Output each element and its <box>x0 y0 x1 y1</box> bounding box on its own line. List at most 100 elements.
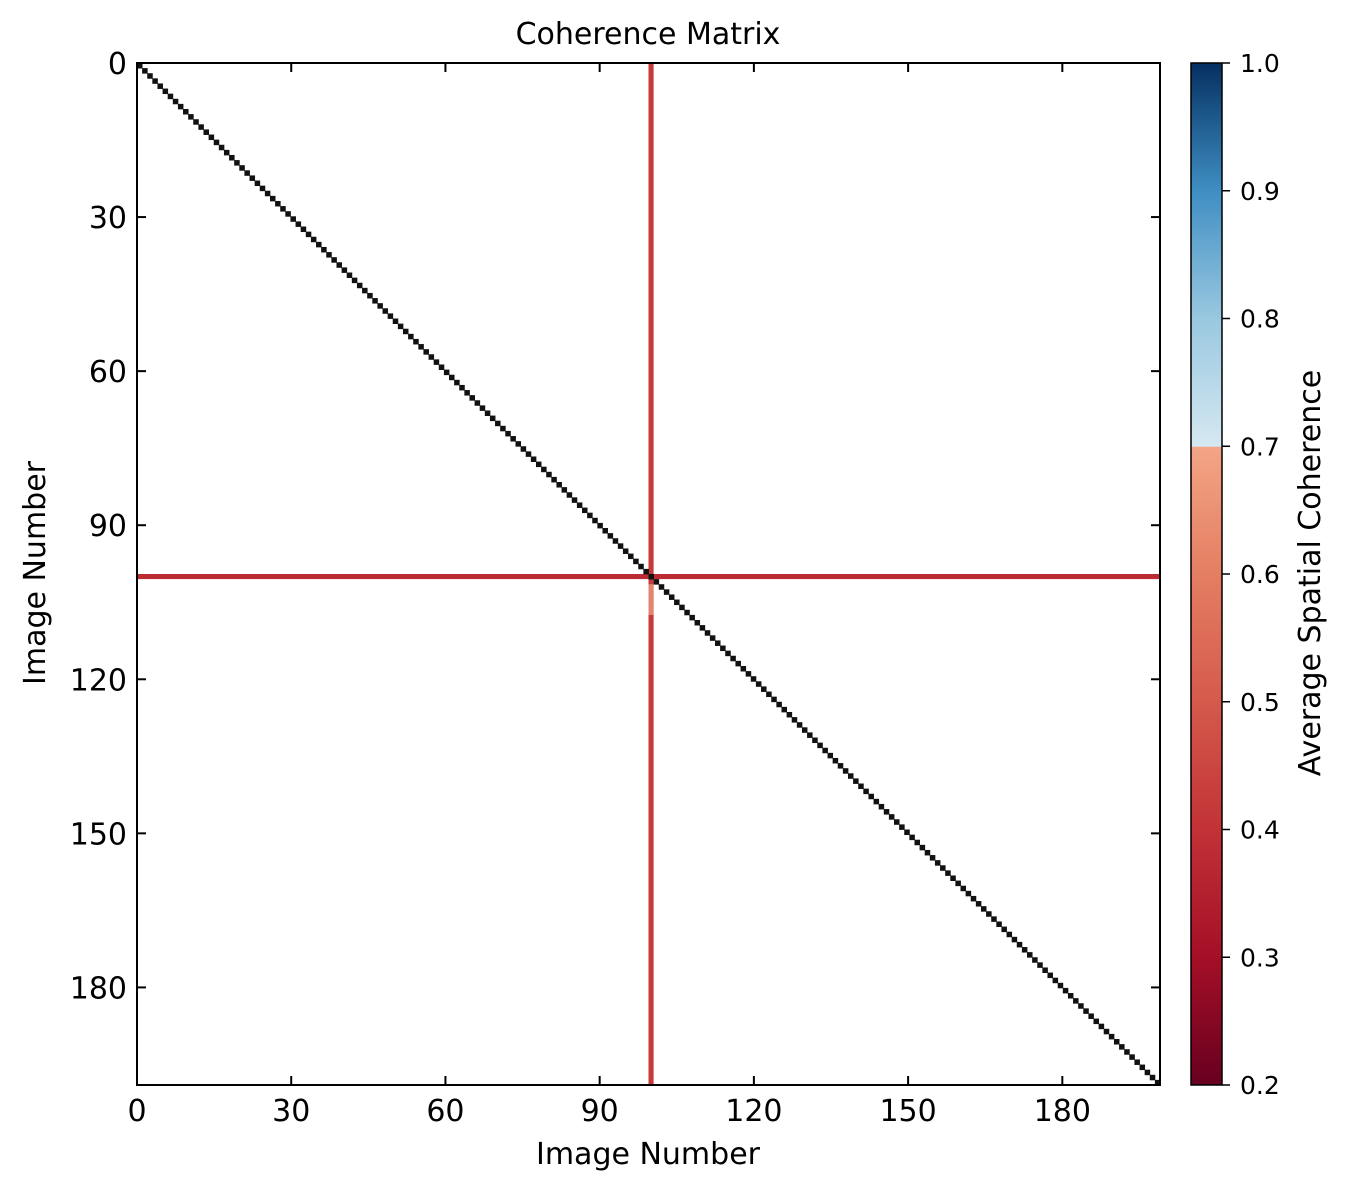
chart-title: Coherence Matrix <box>516 17 781 52</box>
diagonal-cell <box>704 630 711 636</box>
diagonal-cell <box>587 512 593 519</box>
diagonal-cell <box>1001 926 1007 933</box>
diagonal-cell <box>888 814 895 820</box>
colorbar-label: Average Spatial Coherence <box>1293 370 1328 776</box>
diagonal-cell <box>459 384 465 391</box>
diagonal-cell <box>341 267 348 273</box>
diagonal-cell <box>812 737 818 744</box>
diagonal-cell <box>1067 993 1074 999</box>
diagonal-cell <box>663 589 670 595</box>
diagonal-cell <box>172 98 179 105</box>
diagonal-cell <box>796 722 803 728</box>
diagonal-cell <box>321 246 327 253</box>
diagonal-cell <box>648 574 655 580</box>
diagonal-cell <box>1088 1013 1094 1019</box>
colorbar-tick-label: 0.3 <box>1240 943 1280 972</box>
diagonal-cell <box>761 686 767 692</box>
diagonal-cell <box>479 405 486 411</box>
diagonal-cell <box>142 68 148 74</box>
diagonal-cell <box>1129 1054 1135 1060</box>
diagonal-cell <box>377 303 383 309</box>
y-tick-label: 90 <box>89 509 127 544</box>
diagonal-cell <box>203 129 210 135</box>
diagonal-cell <box>474 400 481 406</box>
diagonal-cell <box>188 114 194 120</box>
diagonal-cell <box>244 170 250 176</box>
diagonal-cell <box>239 165 245 171</box>
diagonal-cell <box>295 221 302 227</box>
diagonal-cell <box>1073 998 1079 1004</box>
diagonal-cell <box>592 517 598 524</box>
diagonal-cell <box>714 640 721 646</box>
diagonal-cell <box>346 272 353 279</box>
diagonal-cell <box>433 359 440 365</box>
diagonal-cell <box>167 93 174 100</box>
diagonal-cell <box>157 83 163 89</box>
diagonal-cell <box>285 211 291 217</box>
diagonal-cell <box>720 645 726 652</box>
y-tick-label: 0 <box>108 47 127 82</box>
diagonal-cell <box>781 706 788 713</box>
diagonal-cell <box>858 783 864 790</box>
diagonal-cell <box>847 773 854 779</box>
diagonal-cell <box>1139 1064 1146 1071</box>
diagonal-cell <box>709 635 716 641</box>
diagonal-cell <box>249 175 256 181</box>
diagonal-cell <box>986 911 992 917</box>
diagonal-cell <box>960 885 967 892</box>
diagonal-cell <box>576 502 583 508</box>
diagonal-cell <box>382 308 389 314</box>
x-tick-label: 60 <box>426 1094 464 1129</box>
intersection-patch <box>648 584 654 615</box>
diagonal-cell <box>510 436 516 442</box>
plot-area <box>136 62 1161 1086</box>
diagonal-cell <box>668 594 675 600</box>
diagonal-cell <box>1124 1049 1130 1055</box>
diagonal-cell <box>842 768 849 774</box>
diagonal-cell <box>633 558 639 565</box>
diagonal-cell <box>428 354 435 360</box>
diagonal-cell <box>515 441 522 447</box>
diagonal-cell <box>1042 967 1048 973</box>
colorbar-lower-segment <box>1191 446 1222 1085</box>
diagonal-cell <box>535 461 542 468</box>
diagonal-cell <box>454 379 460 386</box>
diagonal-cell <box>280 206 286 212</box>
diagonal-cell <box>275 200 281 207</box>
diagonal-cell <box>137 63 143 69</box>
diagonal-cell <box>147 73 153 79</box>
diagonal-cell <box>1052 977 1059 984</box>
diagonal-cell <box>310 236 317 243</box>
diagonal-cell <box>351 277 358 284</box>
diagonal-cell <box>356 282 363 289</box>
diagonal-cell <box>755 681 762 687</box>
diagonal-cell <box>500 425 506 432</box>
colorbar-tick-label: 0.4 <box>1240 816 1280 845</box>
x-tick-label: 0 <box>127 1094 146 1129</box>
diagonal-cell <box>945 870 951 876</box>
diagonal-cell <box>679 604 685 611</box>
x-tick-label: 120 <box>725 1094 782 1129</box>
diagonal-cell <box>817 742 823 749</box>
diagonal-cell <box>873 798 880 805</box>
diagonal-cell <box>975 901 982 907</box>
diagonal-cell <box>653 579 660 585</box>
diagonal-cell <box>904 829 910 836</box>
diagonal-cell <box>1154 1079 1161 1086</box>
diagonal-cell <box>689 614 695 621</box>
colorbar-tick-label: 0.9 <box>1240 177 1280 206</box>
diagonal-cell <box>152 78 158 84</box>
diagonal-cell <box>1149 1074 1156 1081</box>
diagonal-cell <box>617 543 624 549</box>
diagonal-cell <box>899 824 905 830</box>
diagonal-cell <box>638 563 644 570</box>
diagonal-cell <box>950 875 956 881</box>
y-tick-label: 150 <box>70 817 127 852</box>
diagonal-cell <box>832 757 839 764</box>
y-axis-ticks: 0 30 60 90 120 150 180 <box>70 47 1160 1006</box>
diagonal-cell <box>786 711 793 718</box>
diagonal-cell <box>1103 1028 1110 1035</box>
diagonal-cell <box>561 487 568 493</box>
diagonal-cell <box>162 88 169 95</box>
diagonal-cell <box>883 809 890 815</box>
